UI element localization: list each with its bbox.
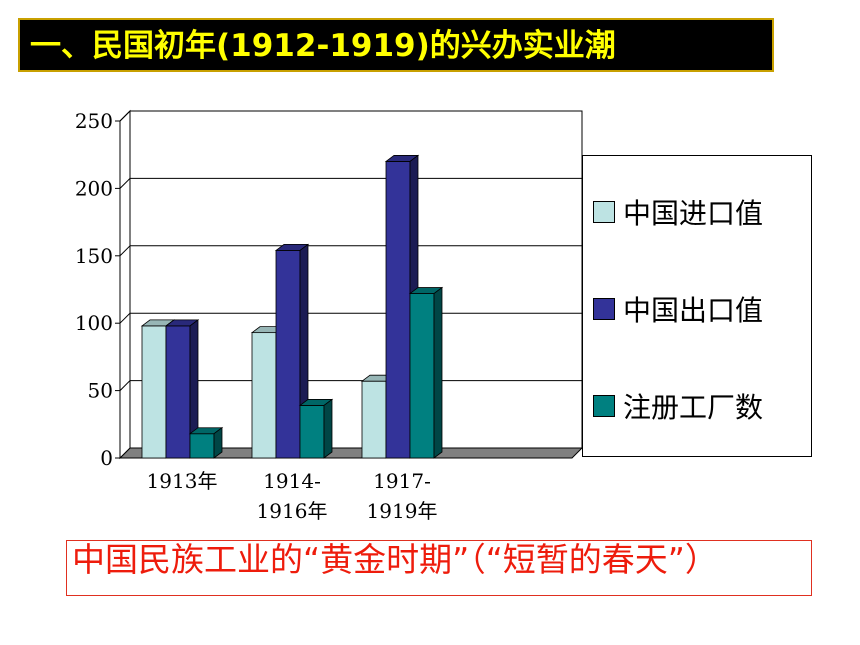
bar [189,433,215,459]
gridline-diag [119,380,131,391]
legend-label-import: 中国进口值 [623,197,764,230]
legend-item-factories: 注册工厂数 [593,386,763,426]
bar-side [323,398,333,459]
bar [409,293,435,459]
legend-swatch-import [593,201,615,223]
bar-chart: 0 50 100 150 200 250 1913年 1914-1916年 1917-1919年 [75,109,584,523]
plot-side-wall [119,109,131,460]
x-tick-label: 1917-1919年 [367,469,438,523]
legend-label-factories: 注册工厂数 [623,391,764,424]
gridline-diag [119,110,131,122]
x-tick-label: 1914-1916年 [257,469,328,523]
legend-label-export: 中国出口值 [623,294,764,327]
chart-legend: 中国进口值 中国出口值 注册工厂数 [582,155,812,457]
legend-item-import: 中国进口值 [593,192,763,232]
bar [275,250,301,459]
legend-swatch-export [593,298,615,320]
gridline-diag [119,245,131,257]
title-banner: 一、民国初年(1912-1919)的兴办实业潮 [18,18,774,72]
y-tick-label: 200 [75,176,113,200]
bar [299,405,325,459]
gridline-diag [119,312,131,324]
y-tick-label: 0 [100,446,113,470]
legend-item-export: 中国出口值 [593,289,763,329]
y-tick-label: 50 [88,379,113,403]
y-tick-label: 250 [75,109,113,133]
caption-frame [66,540,812,596]
bar [251,332,277,459]
bar [361,380,387,459]
legend-swatch-factories [593,395,615,417]
y-tick-label: 100 [75,311,113,335]
bar-side [433,286,443,459]
y-tick-label: 150 [75,244,113,268]
page-title: 一、民国初年(1912-1919)的兴办实业潮 [30,28,616,64]
bar [141,325,167,459]
bar [385,161,411,459]
caption-text: 中国民族工业的“黄金时期”（“短暂的春天”） [72,540,718,579]
x-tick-label: 1913年 [147,469,218,493]
gridline-diag [119,178,131,189]
bar-side [213,426,223,459]
bar [165,325,191,459]
